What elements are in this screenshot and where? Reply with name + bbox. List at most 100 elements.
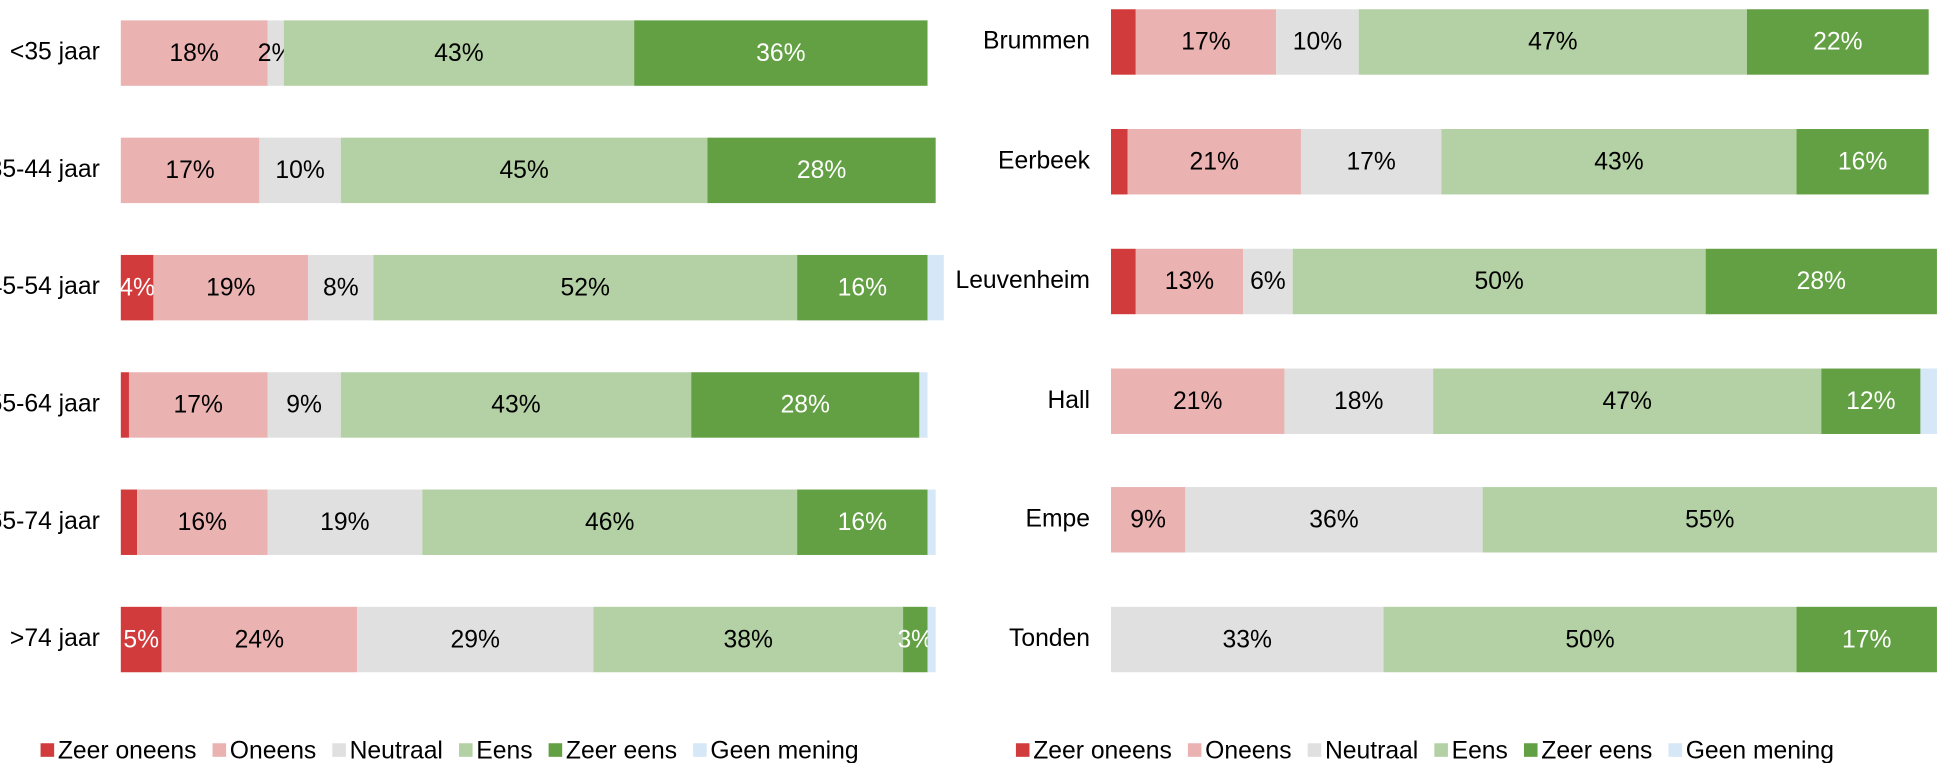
category-label: 35-44 jaar	[0, 156, 100, 183]
value-label: 19%	[320, 509, 369, 536]
value-label: 50%	[1474, 268, 1523, 295]
bar-segment	[259, 137, 341, 204]
bar-segment	[1135, 9, 1277, 75]
category-label: Empe	[1025, 505, 1090, 532]
value-label: 3%	[897, 626, 933, 653]
bar-segment	[267, 372, 341, 438]
legend-swatch	[40, 743, 55, 757]
value-label: 28%	[797, 157, 846, 184]
legend-swatch	[1668, 743, 1683, 757]
bar-segment	[1821, 368, 1921, 434]
value-label: 19%	[206, 274, 255, 301]
value-label: 33%	[1223, 626, 1272, 653]
bar-segment	[161, 606, 358, 673]
value-label: 43%	[1594, 148, 1643, 175]
bar-segment	[927, 606, 936, 673]
value-label: 47%	[1528, 29, 1577, 56]
bar-segment	[1110, 606, 1384, 673]
bar-segment	[1796, 606, 1937, 673]
bar-segment	[1127, 129, 1301, 195]
bar-segment	[120, 254, 154, 321]
bar-segment	[1276, 9, 1359, 75]
bar-segment	[120, 606, 162, 673]
legend-swatch	[332, 743, 346, 757]
bar-segment	[1705, 248, 1937, 315]
bar-segment	[797, 489, 928, 555]
value-label: 55%	[1685, 507, 1734, 534]
category-label: 65-74 jaar	[0, 508, 100, 535]
bar-segment	[308, 254, 374, 321]
bar-segment	[357, 606, 594, 673]
legend-swatch	[1187, 743, 1202, 757]
bar-segment	[120, 137, 260, 204]
bar-segment	[1243, 248, 1293, 315]
bar-segment	[128, 372, 268, 438]
category-label: >74 jaar	[10, 625, 100, 652]
bar-segment	[593, 606, 904, 673]
value-label: 17%	[165, 157, 214, 184]
value-label: 4%	[119, 274, 155, 301]
value-label: 16%	[838, 274, 887, 301]
bar-segment	[1300, 129, 1442, 195]
bar-segment	[373, 254, 798, 321]
category-label: 45-54 jaar	[0, 273, 100, 300]
value-label: 43%	[434, 40, 483, 67]
bar-segment	[1358, 9, 1747, 75]
bar-segment	[1383, 606, 1797, 673]
value-label: 22%	[1813, 29, 1862, 56]
bar-segment	[1920, 368, 1937, 434]
value-label: 5%	[123, 626, 159, 653]
bar-segment	[1284, 368, 1434, 434]
legend-label: Zeer oneens	[1033, 737, 1172, 763]
value-label: 28%	[1797, 268, 1846, 295]
value-label: 17%	[1346, 148, 1395, 175]
value-label: 28%	[781, 392, 830, 419]
bar-segment	[1482, 487, 1937, 553]
value-label: 16%	[1838, 148, 1887, 175]
legend-swatch	[1434, 743, 1448, 757]
bar-segment	[1110, 487, 1186, 553]
bar-segment	[340, 137, 708, 204]
bar-segment	[267, 20, 284, 86]
bar-segment	[422, 489, 798, 555]
bar-segment	[1441, 129, 1797, 195]
value-label: 12%	[1846, 388, 1895, 415]
category-label: <35 jaar	[10, 39, 100, 66]
category-label: 55-64 jaar	[0, 390, 100, 417]
value-label: 17%	[174, 392, 223, 419]
bar-segment	[120, 20, 268, 86]
legend-swatch	[458, 743, 473, 757]
value-label: 43%	[491, 392, 540, 419]
value-label: 46%	[585, 509, 634, 536]
bar-segment	[1185, 487, 1483, 553]
legend-label: Eens	[1452, 737, 1508, 763]
legend-label: Neutraal	[1325, 737, 1418, 763]
legend-label: Geen mening	[710, 737, 858, 763]
bar-segment	[1746, 9, 1929, 75]
value-label: 8%	[323, 274, 359, 301]
category-label: Tonden	[1009, 625, 1090, 652]
legend-label: Oneens	[230, 737, 316, 763]
value-label: 18%	[169, 40, 218, 67]
value-label: 17%	[1842, 626, 1891, 653]
value-label: 45%	[499, 157, 548, 184]
legend-swatch	[212, 743, 227, 757]
bar-segment	[1110, 9, 1136, 75]
bar-segment	[1110, 129, 1128, 195]
legend-label: Zeer eens	[1541, 737, 1652, 763]
value-label: 21%	[1190, 148, 1239, 175]
value-label: 9%	[286, 392, 322, 419]
bar-segment	[691, 372, 920, 438]
legend-swatch	[693, 743, 707, 757]
value-label: 50%	[1565, 626, 1614, 653]
bar-segment	[1292, 248, 1706, 315]
bar-segment	[797, 254, 928, 321]
value-label: 29%	[451, 626, 500, 653]
legend-swatch	[1015, 743, 1030, 757]
value-label: 18%	[1334, 388, 1383, 415]
value-label: 13%	[1165, 268, 1214, 295]
bar-segment	[340, 372, 692, 438]
value-label: 10%	[275, 157, 324, 184]
bar-segment	[120, 489, 138, 555]
